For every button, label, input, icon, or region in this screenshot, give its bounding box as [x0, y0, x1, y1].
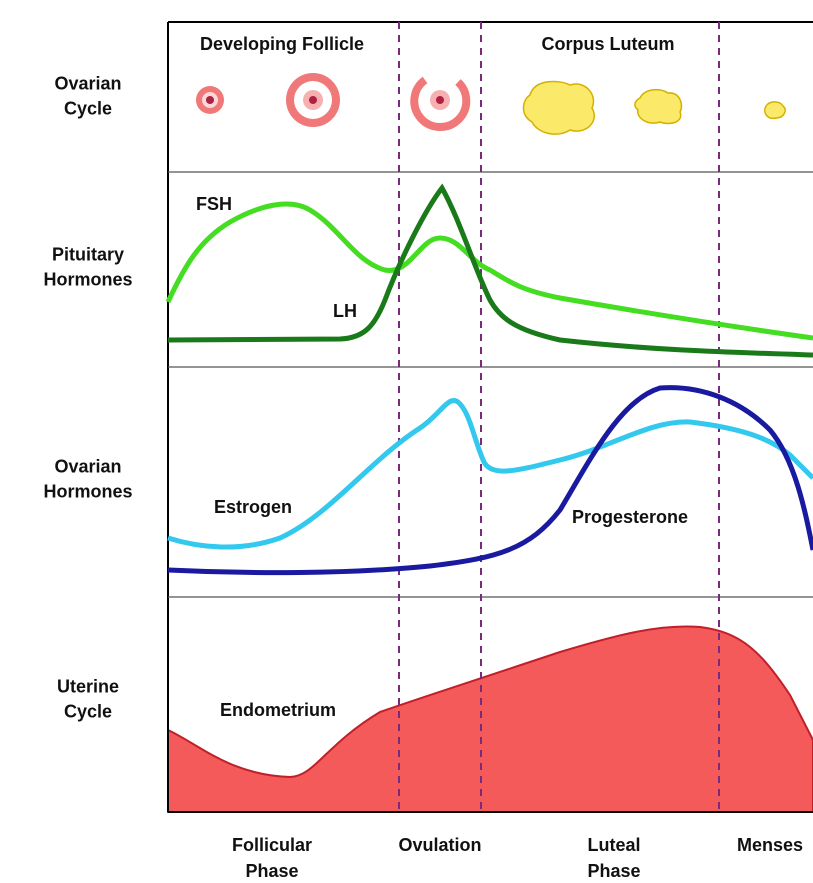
curve-label: Estrogen — [214, 497, 292, 517]
row-label: Hormones — [43, 481, 132, 501]
curve-label: Endometrium — [220, 700, 336, 720]
phase-label: Menses — [737, 835, 803, 855]
row-label: Hormones — [43, 269, 132, 289]
row-label: Pituitary — [52, 244, 124, 264]
curve-label: LH — [333, 301, 357, 321]
row-label: Cycle — [64, 701, 112, 721]
section-label: Corpus Luteum — [542, 34, 675, 54]
section-label: Developing Follicle — [200, 34, 364, 54]
row-label: Uterine — [57, 676, 119, 696]
follicles — [196, 73, 471, 132]
row-dividers — [168, 171, 813, 598]
row-label: Ovarian — [54, 456, 121, 476]
estrogen-curve — [167, 398, 813, 550]
row-label: Cycle — [64, 98, 112, 118]
curve-label: FSH — [196, 194, 232, 214]
phase-label: Follicular — [232, 835, 312, 855]
progesterone-curve — [167, 385, 813, 576]
fsh-curve — [165, 201, 813, 341]
phase-label: Phase — [245, 861, 298, 881]
phase-label: Luteal — [587, 835, 640, 855]
corpus-luteum — [522, 80, 786, 135]
phase-label: Phase — [587, 861, 640, 881]
phase-dividers — [398, 22, 720, 812]
frame — [167, 21, 813, 813]
curve-label: Progesterone — [572, 507, 688, 527]
endometrium-area — [167, 625, 813, 813]
row-label: Ovarian — [54, 73, 121, 93]
lh-curve — [167, 183, 813, 358]
phase-label: Ovulation — [398, 835, 481, 855]
